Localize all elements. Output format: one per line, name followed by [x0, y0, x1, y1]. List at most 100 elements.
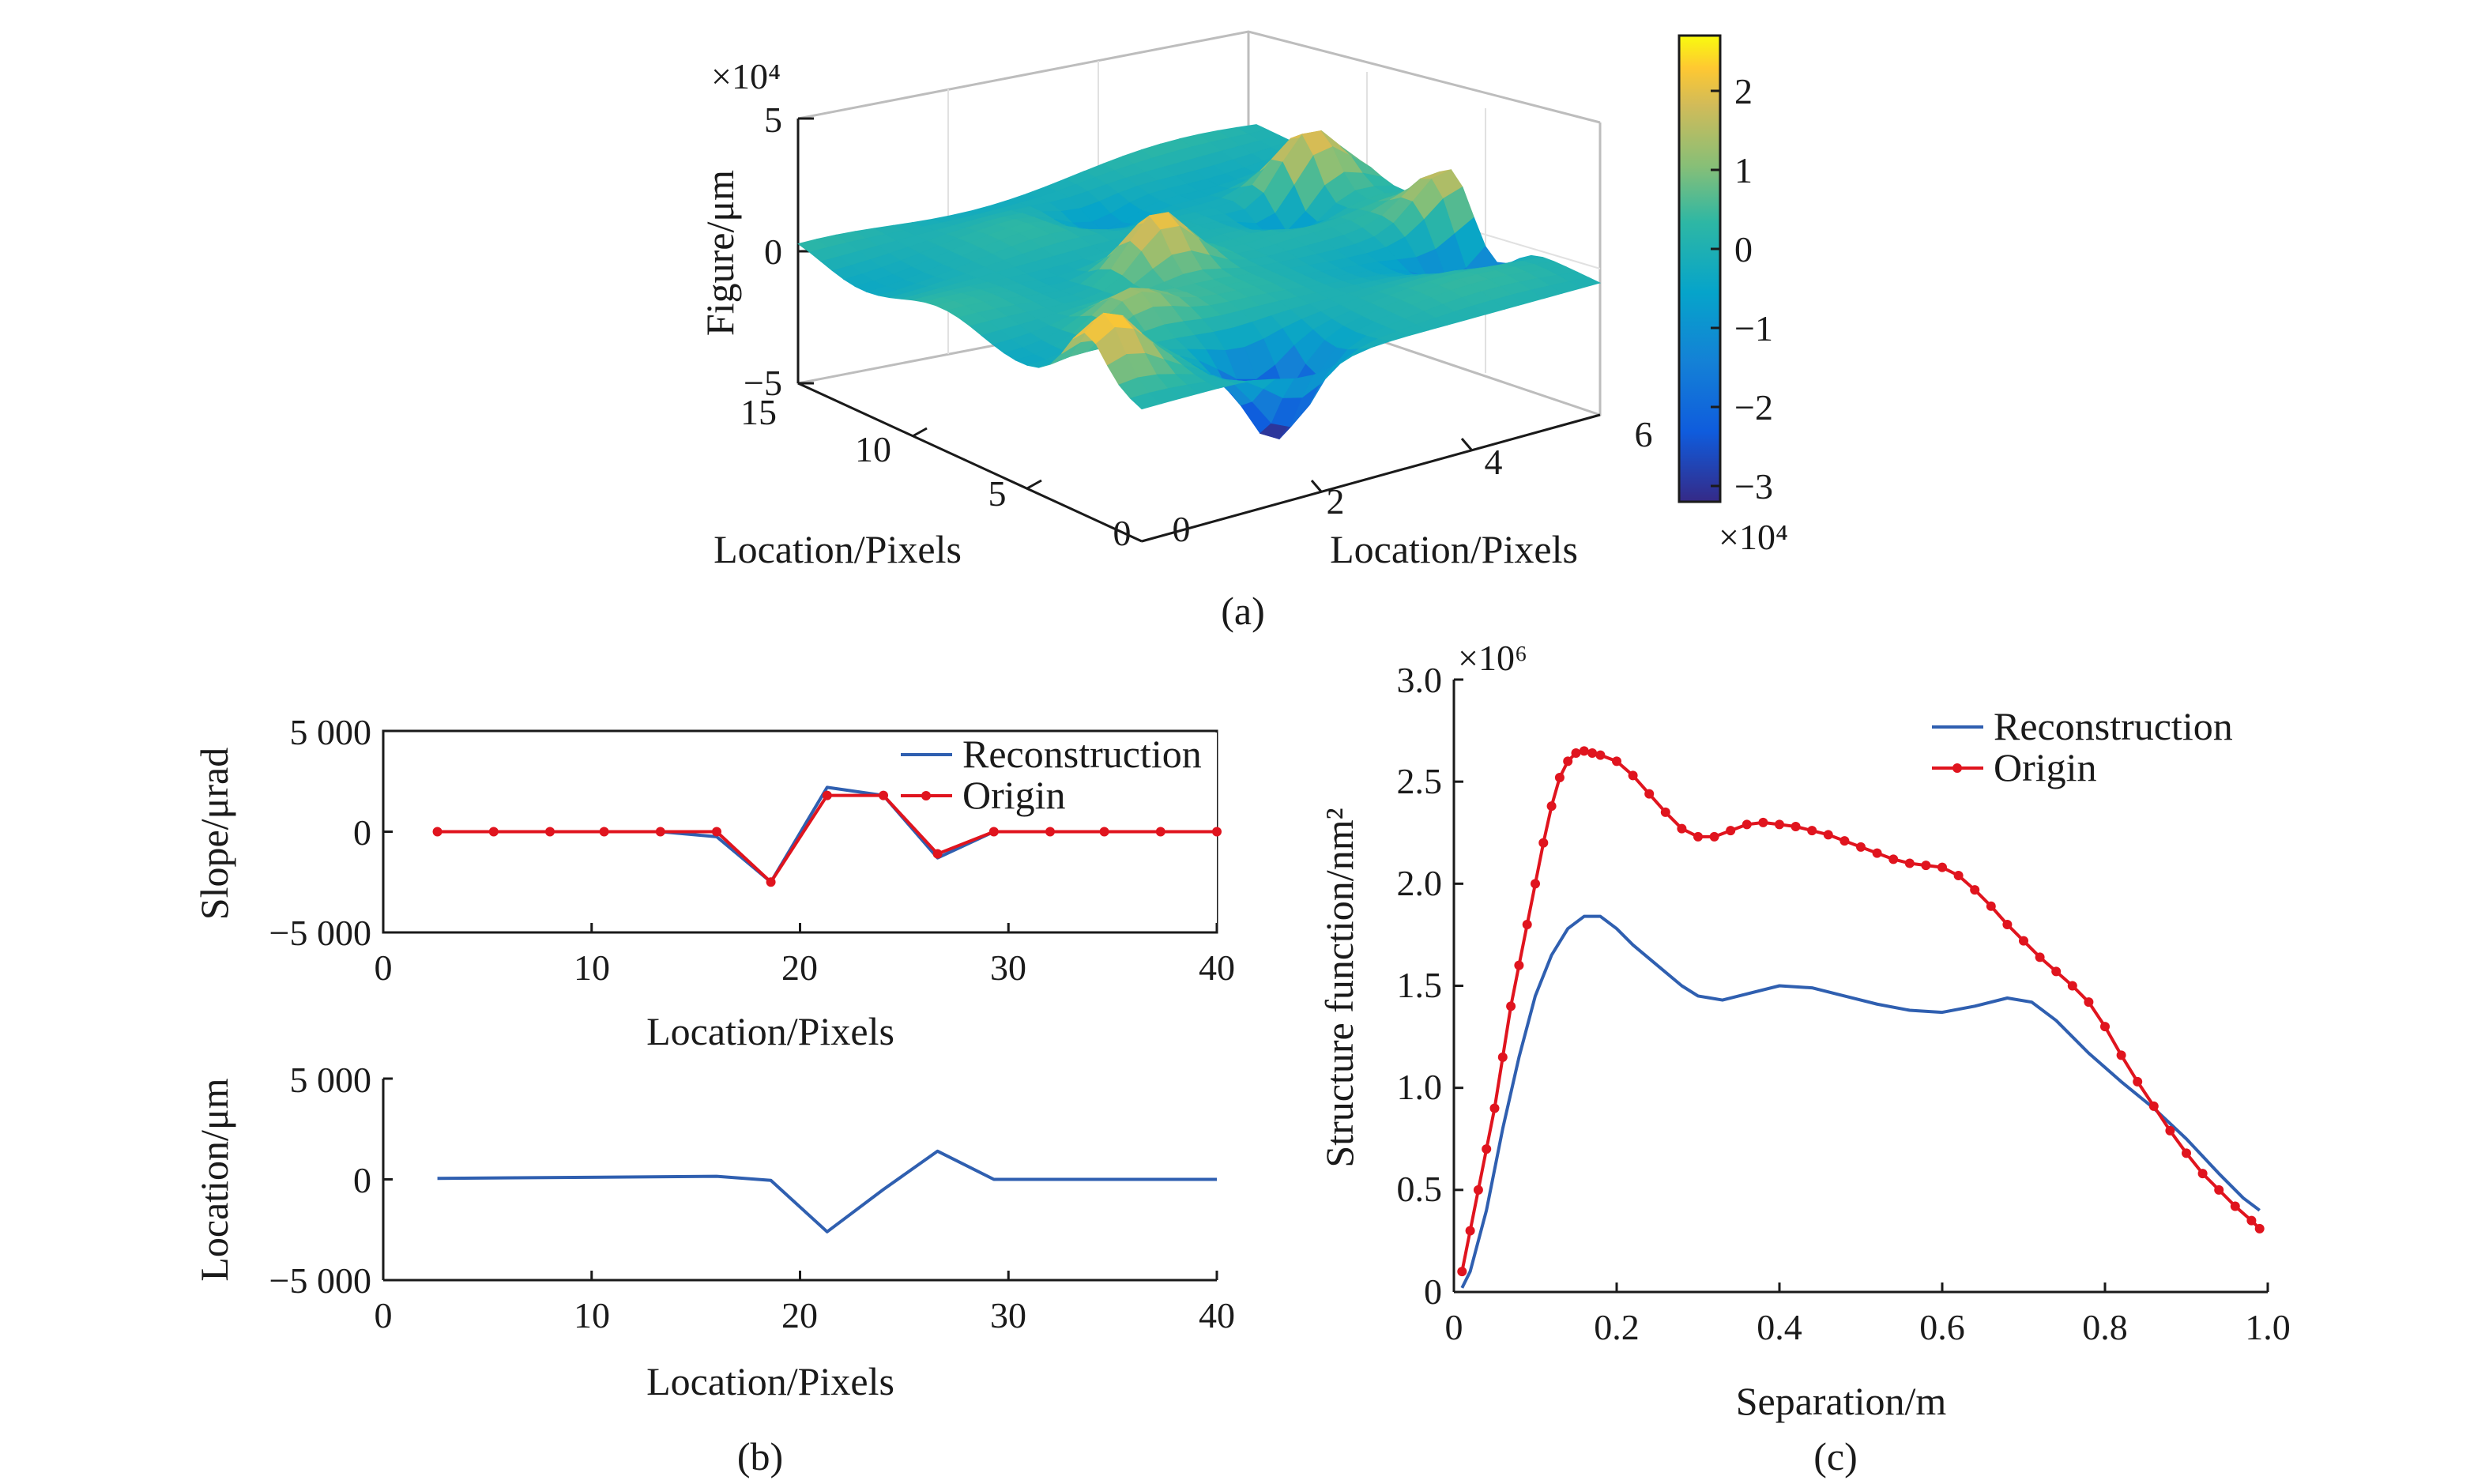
x-tick-label: 40 — [1199, 1295, 1235, 1335]
legend-label-reconstruction: Reconstruction — [1994, 704, 2233, 748]
series-point-origin — [1660, 807, 1670, 817]
series-point-origin — [1742, 819, 1752, 830]
series-point-origin — [1531, 879, 1540, 889]
series-line-reconstruction — [437, 1149, 1217, 1234]
x-tick-label: 1.0 — [2245, 1307, 2291, 1347]
series-point-origin — [1888, 854, 1899, 864]
colorbar-gradient — [1678, 34, 1722, 503]
series-point-origin — [1839, 836, 1850, 846]
series-point-origin — [2067, 981, 2077, 991]
series-point-origin — [1986, 901, 1996, 911]
series-point-origin — [1457, 1267, 1467, 1277]
x-tick-label: 10 — [855, 429, 891, 469]
y-tick-label: 5 000 — [290, 1060, 372, 1100]
series-point-origin — [2182, 1148, 2191, 1158]
x-axis-label: Separation/m — [1736, 1379, 1947, 1423]
series-point-origin — [822, 790, 832, 800]
series-point-origin — [1497, 1052, 1508, 1062]
series-point-origin — [1775, 819, 1784, 830]
x-tick-label: 0.4 — [1757, 1307, 1802, 1347]
series-point-origin — [2133, 1076, 2143, 1087]
x-tick-label: 30 — [990, 1295, 1026, 1335]
slope-legend: Reconstruction Origin — [901, 732, 1202, 817]
series-point-origin — [1709, 831, 1719, 842]
y-tick-label: 4 — [1485, 442, 1503, 482]
surface-mesh — [797, 124, 1602, 440]
x-tick-label: 20 — [781, 1295, 818, 1335]
y-exponent: ×10⁶ — [1458, 638, 1527, 678]
series-point-origin — [1554, 773, 1565, 782]
series-point-origin — [1563, 756, 1573, 766]
series-point-origin — [2165, 1125, 2175, 1136]
x-tick-label: 0 — [375, 947, 393, 988]
x-tick-label: 5 — [988, 473, 1007, 514]
surface-axes — [796, 117, 1601, 543]
x-tick-label: 20 — [781, 947, 818, 988]
series-point-origin — [1595, 750, 1606, 760]
series-point-origin — [1970, 885, 1980, 895]
structure-function-panel: 3.0 2.5 2.0 1.5 1.0 0.5 0 ×10⁶ 0 0.2 0.4… — [1317, 638, 2291, 1478]
series-point-origin — [1538, 838, 1549, 848]
series-point-origin — [1921, 861, 1931, 871]
series-line-reconstruction — [1460, 914, 2261, 1289]
x-tick-label: 0.8 — [2082, 1307, 2128, 1347]
x-tick-label: 10 — [574, 1295, 610, 1335]
series-point-origin — [1644, 789, 1655, 799]
series-point-origin — [2254, 1223, 2265, 1234]
x-axis-label: Location/Pixels — [646, 1359, 894, 1403]
series-point-origin — [2002, 920, 2013, 929]
series-point-origin — [1212, 827, 1222, 837]
series-point-origin — [1726, 826, 1736, 836]
y-tick-label: 1.0 — [1397, 1067, 1443, 1107]
series-point-origin — [2051, 966, 2062, 977]
x-tick-label: 30 — [990, 947, 1026, 988]
series-point-origin — [2116, 1050, 2126, 1060]
slope-ticks — [382, 729, 1218, 934]
y-tick-label: 3.0 — [1397, 660, 1443, 700]
z-tick-label: 5 — [764, 100, 782, 140]
series-line-origin — [1460, 749, 2261, 1272]
series-point-origin — [1628, 770, 1638, 781]
series-point-origin — [1587, 748, 1598, 758]
y-tick-label: 2 — [1327, 481, 1345, 522]
series-point-origin — [1155, 827, 1165, 837]
y-tick-label: −5 000 — [269, 913, 371, 953]
z-tick-label: −5 — [744, 363, 782, 403]
surface-cell — [1568, 277, 1602, 289]
y-tick-label: 6 — [1635, 414, 1653, 454]
y-axis-label: Slope/μrad — [192, 748, 236, 920]
legend-marker-origin — [921, 791, 931, 800]
series-point-origin — [879, 790, 888, 800]
series-point-origin — [1693, 831, 1703, 842]
y-axis-label: Structure function/nm² — [1317, 808, 1361, 1167]
x-tick-label: 0.2 — [1594, 1307, 1640, 1347]
colorbar-tick-label: 2 — [1734, 71, 1753, 111]
series-point-origin — [1807, 826, 1817, 836]
series-point-origin — [1489, 1103, 1500, 1113]
legend-label-origin: Origin — [962, 773, 1066, 817]
slope-series — [432, 785, 1222, 887]
colorbar-ticks: 2 1 0 −1 −2 −3 — [1711, 71, 1773, 507]
series-point-origin — [1612, 756, 1621, 766]
series-point-origin — [599, 827, 609, 837]
series-point-origin — [1473, 1185, 1483, 1195]
series-point-origin — [1790, 822, 1801, 831]
colorbar-exponent: ×10⁴ — [1719, 517, 1788, 557]
series-point-origin — [1514, 960, 1524, 970]
x-tick-label: 0 — [1113, 513, 1132, 553]
x-axis-label: Location/Pixels — [714, 527, 962, 571]
surface-plot-panel: 5 0 −5 ×10⁴ 0 5 10 15 0 2 4 6 Location/P… — [698, 30, 1788, 633]
z-exponent: ×10⁴ — [711, 56, 781, 96]
z-axis-label: Figure/μm — [698, 170, 742, 336]
series-point-origin — [988, 827, 999, 837]
series-point-origin — [1099, 827, 1109, 837]
caption-a: (a) — [1221, 589, 1265, 633]
x-tick-label: 40 — [1199, 947, 1235, 988]
legend-marker-origin — [1952, 763, 1962, 773]
caption-b: (b) — [737, 1434, 783, 1478]
series-point-origin — [1677, 823, 1687, 834]
y-axis-label: Location/μm — [192, 1078, 236, 1281]
location-series — [437, 1149, 1217, 1234]
y-tick-label: 0.5 — [1397, 1169, 1443, 1209]
